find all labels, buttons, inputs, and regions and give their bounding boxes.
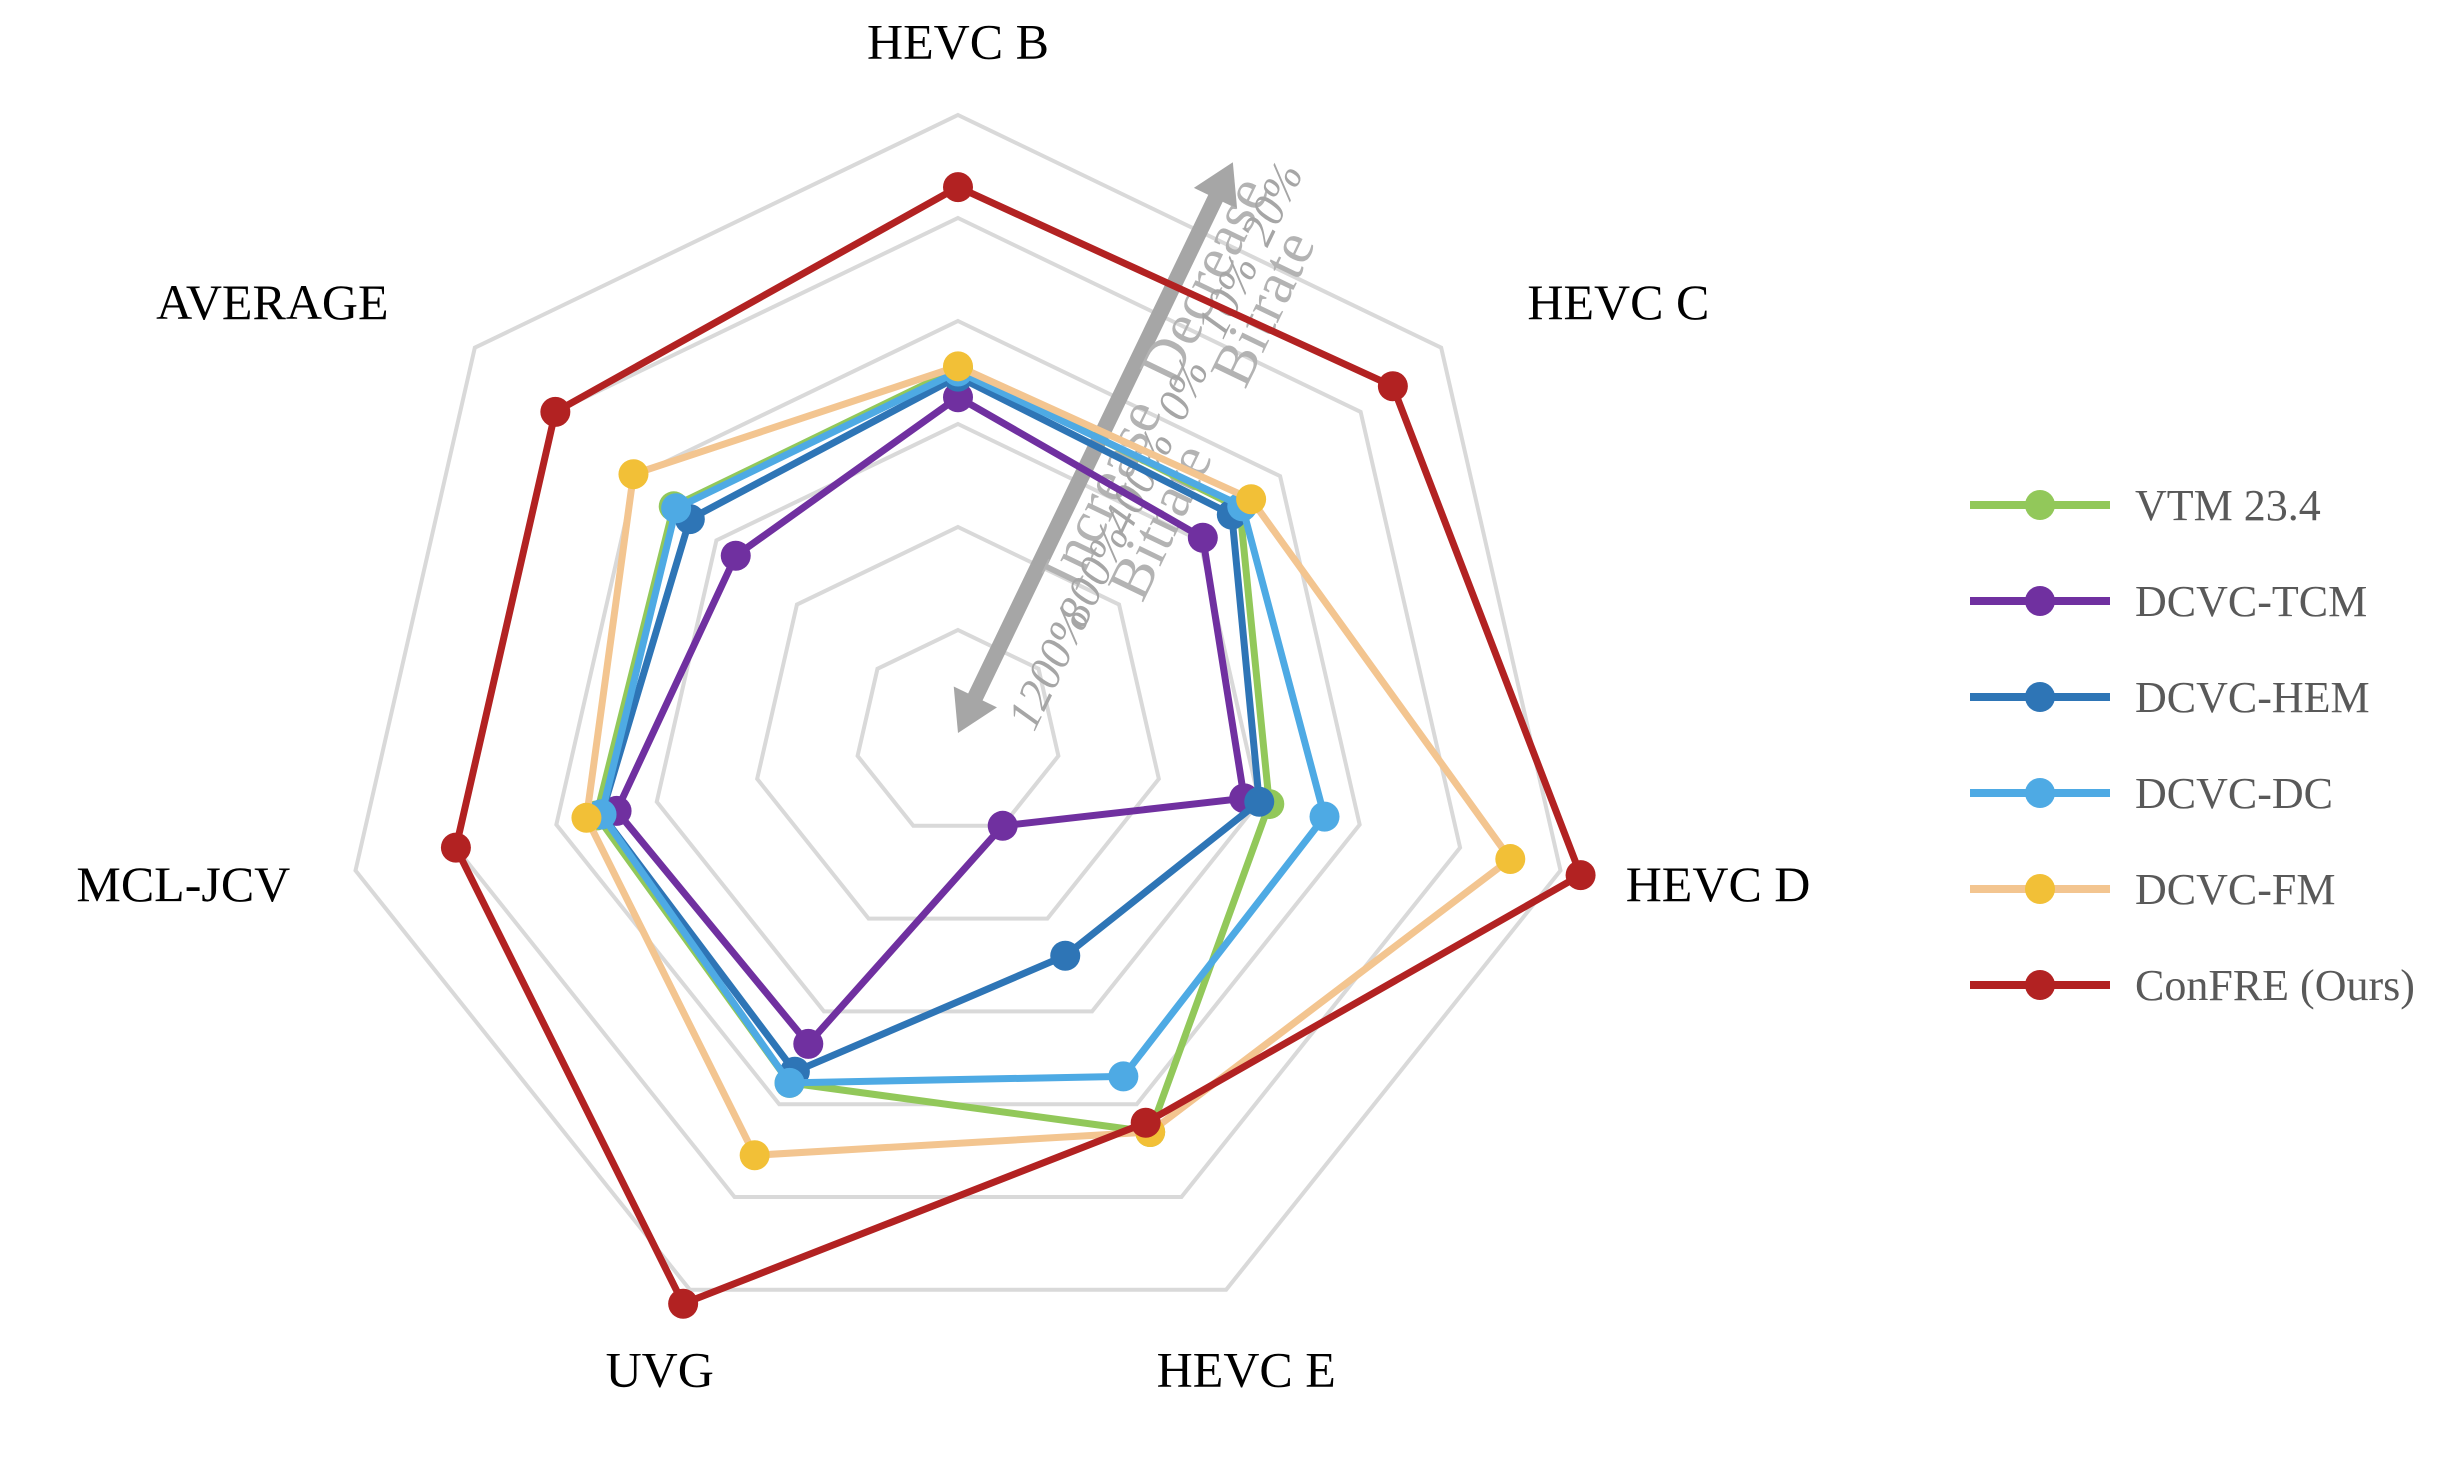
data-point-mcl-jcv [571,802,602,833]
legend-label: VTM 23.4 [2135,481,2321,530]
data-point-hevc-d [1565,860,1596,891]
axis-label-mcl-jcv: MCL-JCV [76,856,290,912]
legend-entry: ConFRE (Ours) [1970,961,2415,1010]
legend-entry: DCVC-TCM [1970,577,2367,626]
legend-marker [2025,682,2055,712]
legend-entry: VTM 23.4 [1970,481,2321,530]
data-series [440,172,1596,1319]
data-point-hevc-e [1108,1061,1139,1092]
data-point-hevc-b [943,172,973,203]
data-point-hevc-c [1377,371,1408,402]
series-dcvc-fm [571,351,1526,1171]
data-point-hevc-e [987,810,1018,841]
series-line [452,183,1585,1308]
data-point-average [618,459,649,490]
axis-label-uvg: UVG [606,1342,714,1398]
data-point-hevc-d [1495,844,1526,875]
legend-marker [2025,586,2055,616]
series-line [613,393,1248,1048]
legend-marker [2025,874,2055,904]
legend-marker [2025,778,2055,808]
legend-label: DCVC-TCM [2135,577,2367,626]
series-confre-ours- [440,172,1596,1319]
data-point-hevc-b [943,382,973,413]
data-point-hevc-e [1130,1107,1161,1138]
data-point-hevc-e [1050,940,1081,971]
legend-label: ConFRE (Ours) [2135,961,2415,1010]
axis-label-hevc-b: HEVC B [867,14,1049,70]
legend-label: DCVC-DC [2135,769,2333,818]
series-line [582,362,1514,1159]
legend-label: DCVC-FM [2135,865,2336,914]
grid-ring-1 [855,627,1061,828]
data-point-uvg [793,1028,824,1059]
arrow-head-increase [953,686,997,733]
legend-label: DCVC-HEM [2135,673,2370,722]
data-point-mcl-jcv [440,832,471,863]
data-point-hevc-d [1309,801,1340,832]
legend-entry: DCVC-DC [1970,769,2333,818]
series-line [598,373,1263,1076]
data-point-hevc-c [1187,522,1218,553]
legend-entry: DCVC-FM [1970,865,2336,914]
data-point-hevc-d [1244,786,1275,817]
data-point-hevc-c [1236,484,1267,515]
grid-ring-2 [755,524,1161,921]
axis-labels: HEVC B HEVC C HEVC D HEVC E UVG MCL-JCV AVERAG… [76,14,1810,1398]
axis-label-hevc-c: HEVC C [1527,274,1709,330]
axis-label-hevc-e: HEVC E [1157,1342,1336,1398]
data-point-hevc-b [943,351,973,382]
data-point-uvg [668,1288,699,1319]
axis-label-average: AVERAGE [156,274,388,330]
legend-entry: DCVC-HEM [1970,673,2370,722]
legend-marker [2025,970,2055,1000]
data-point-uvg [739,1140,770,1171]
data-point-uvg [774,1067,805,1098]
data-point-average [661,493,692,524]
legend-marker [2025,490,2055,520]
series-line [598,367,1329,1087]
series-dcvc-tcm [601,382,1260,1059]
data-point-average [720,540,751,571]
grid-ring-6 [353,112,1563,1292]
axis-label-hevc-d: HEVC D [1626,856,1811,912]
arrow-head-decrease [1193,162,1238,209]
data-point-average [540,396,571,427]
legend: VTM 23.4 DCVC-TCM DCVC-HEM DCVC-DC DCVC-FM Co… [1970,481,2415,1010]
